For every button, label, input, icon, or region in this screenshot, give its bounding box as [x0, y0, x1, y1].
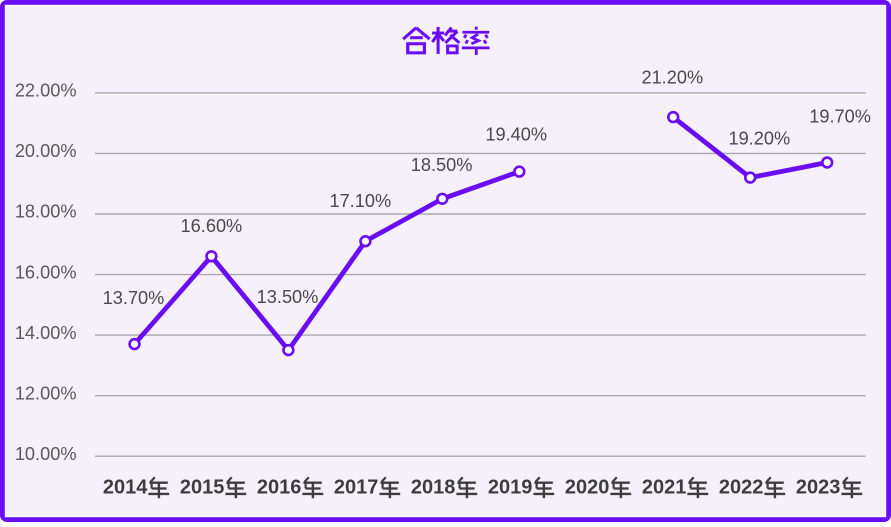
- svg-text:2019: 2019: [488, 477, 533, 499]
- svg-text:18.50%: 18.50%: [411, 155, 473, 175]
- svg-text:19.70%: 19.70%: [809, 106, 871, 126]
- svg-text:12.00%: 12.00%: [15, 383, 77, 403]
- svg-text:2020: 2020: [565, 477, 610, 499]
- svg-text:2018: 2018: [411, 477, 456, 499]
- svg-text:2022: 2022: [719, 477, 764, 499]
- svg-text:13.50%: 13.50%: [257, 287, 319, 307]
- svg-text:19.20%: 19.20%: [728, 128, 790, 148]
- svg-text:2017: 2017: [334, 477, 379, 499]
- svg-text:16.60%: 16.60%: [181, 216, 243, 236]
- svg-text:2014: 2014: [103, 477, 148, 499]
- svg-text:17.10%: 17.10%: [329, 191, 391, 211]
- svg-text:20.00%: 20.00%: [15, 141, 77, 161]
- svg-text:13.70%: 13.70%: [103, 288, 165, 308]
- svg-text:14.00%: 14.00%: [15, 323, 77, 343]
- svg-text:2023: 2023: [796, 477, 841, 499]
- svg-text:16.00%: 16.00%: [15, 262, 77, 282]
- svg-text:18.00%: 18.00%: [15, 202, 77, 222]
- svg-text:2015: 2015: [180, 477, 225, 499]
- svg-text:21.20%: 21.20%: [641, 67, 703, 87]
- svg-text:2021: 2021: [642, 477, 687, 499]
- svg-text:19.40%: 19.40%: [485, 124, 547, 144]
- svg-text:22.00%: 22.00%: [15, 81, 77, 101]
- svg-text:2016: 2016: [257, 477, 302, 499]
- svg-text:10.00%: 10.00%: [15, 444, 77, 464]
